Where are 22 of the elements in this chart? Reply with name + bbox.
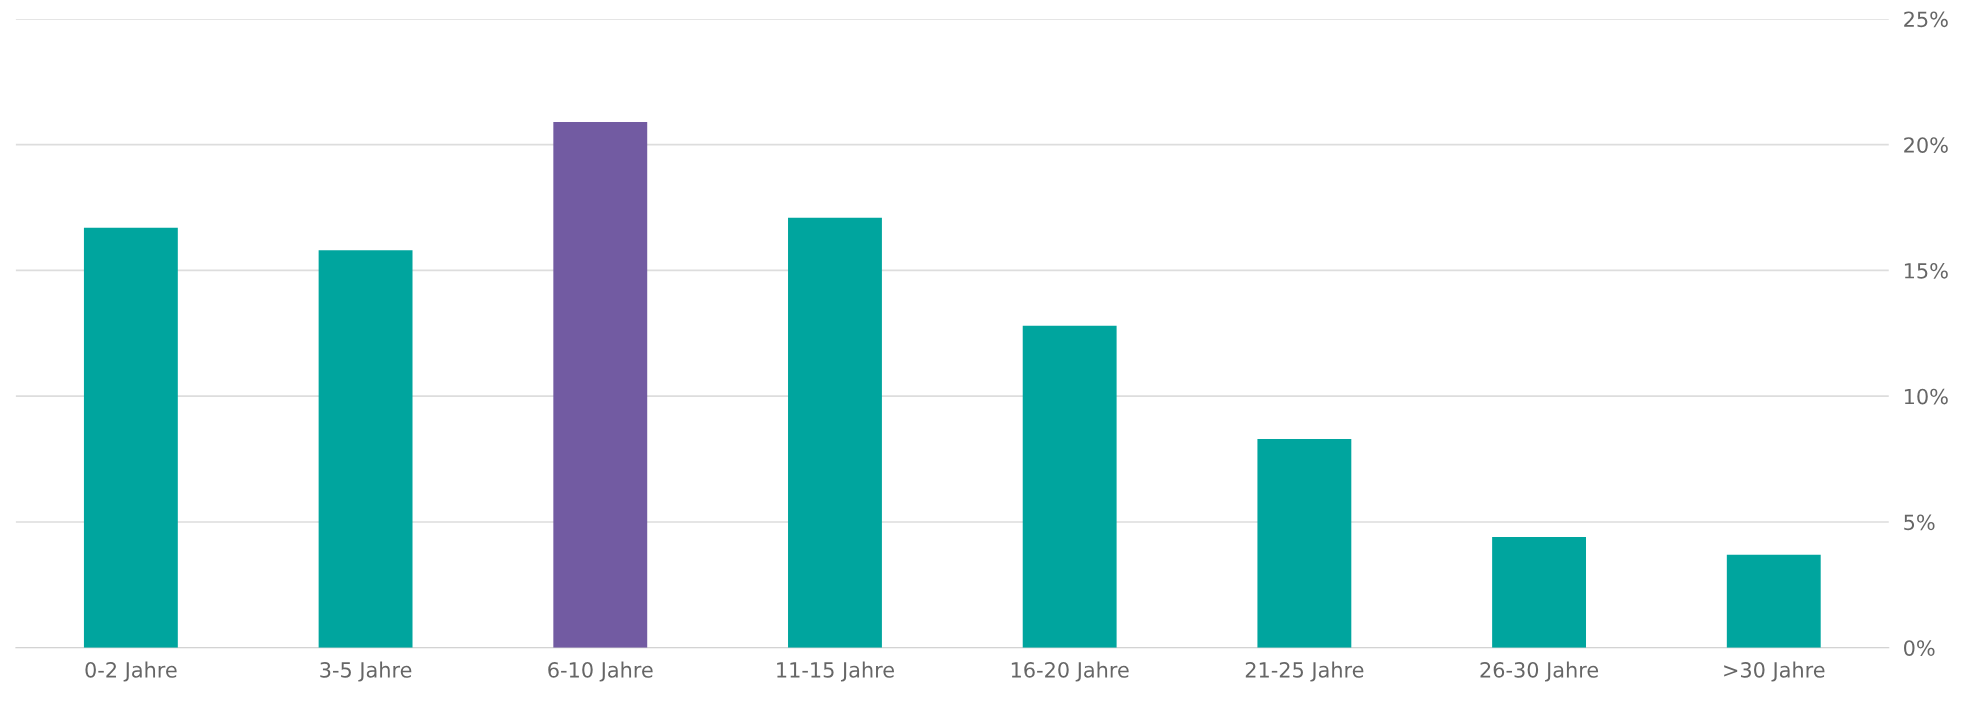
bar	[83, 227, 178, 648]
y-tick-label: 25%	[1904, 11, 1948, 28]
bar	[318, 250, 413, 648]
y-tick-label: 15%	[1904, 262, 1948, 279]
x-tick-label: 21-25 Jahre	[1245, 661, 1364, 682]
x-tick-label: 11-15 Jahre	[777, 661, 894, 682]
x-tick-label: 0-2 Jahre	[85, 661, 177, 682]
x-tick-label: >30 Jahre	[1724, 661, 1825, 682]
x-tick-label: 16-20 Jahre	[1011, 661, 1129, 682]
x-tick-label: 26-30 Jahre	[1480, 661, 1599, 682]
bar	[1726, 554, 1821, 648]
bar	[553, 122, 648, 648]
y-tick-label: 5%	[1904, 514, 1935, 531]
bar	[1022, 325, 1117, 648]
x-tick-label: 3-5 Jahre	[320, 661, 412, 682]
y-tick-label: 0%	[1904, 640, 1935, 656]
bar	[1492, 537, 1587, 648]
y-tick-label: 10%	[1904, 388, 1948, 405]
bar	[1257, 438, 1352, 648]
y-tick-label: 20%	[1904, 137, 1948, 153]
bar	[788, 217, 882, 648]
x-tick-label: 6-10 Jahre	[548, 661, 653, 682]
